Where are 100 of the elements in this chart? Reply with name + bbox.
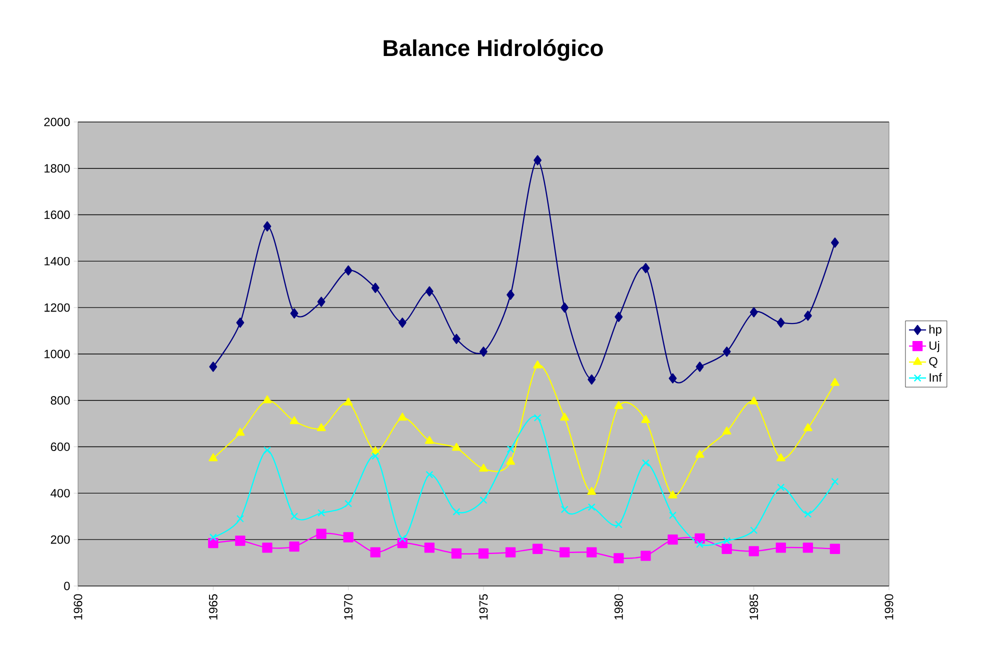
point bbox=[424, 436, 434, 444]
y-tick-label: 0 bbox=[64, 582, 70, 590]
point bbox=[560, 506, 568, 514]
point bbox=[642, 263, 650, 274]
point bbox=[263, 221, 272, 232]
point bbox=[505, 547, 516, 558]
point bbox=[451, 548, 462, 559]
point bbox=[776, 453, 786, 462]
point bbox=[479, 464, 488, 472]
point bbox=[695, 450, 704, 458]
point bbox=[696, 540, 704, 548]
point bbox=[317, 296, 326, 307]
point bbox=[588, 374, 596, 385]
point bbox=[235, 536, 246, 546]
point bbox=[803, 423, 812, 432]
point bbox=[236, 318, 244, 328]
x-tick-label: 1975 bbox=[479, 594, 488, 620]
point bbox=[694, 533, 705, 544]
point bbox=[749, 396, 758, 404]
point bbox=[478, 548, 489, 559]
point bbox=[696, 362, 704, 372]
point bbox=[506, 456, 516, 465]
point bbox=[668, 511, 677, 519]
y-tick-label: 1400 bbox=[44, 256, 70, 266]
point bbox=[318, 509, 326, 517]
point bbox=[370, 446, 380, 454]
x-tick-label: 1960 bbox=[74, 594, 82, 620]
point bbox=[804, 310, 812, 321]
point bbox=[452, 334, 460, 344]
legend-label: Inf bbox=[930, 372, 942, 382]
point bbox=[830, 378, 840, 386]
point bbox=[262, 395, 272, 404]
point bbox=[614, 553, 624, 564]
point bbox=[668, 490, 678, 498]
point bbox=[614, 520, 622, 528]
point bbox=[831, 478, 839, 486]
legend-label: hp bbox=[929, 324, 942, 336]
point bbox=[262, 542, 272, 553]
point bbox=[398, 534, 406, 542]
point bbox=[316, 423, 326, 432]
point bbox=[750, 526, 758, 534]
point bbox=[560, 412, 570, 421]
y-tick-label: 1600 bbox=[44, 210, 70, 220]
point bbox=[398, 318, 406, 328]
point bbox=[426, 470, 434, 478]
point bbox=[830, 238, 839, 248]
x-tick-label: 1985 bbox=[750, 594, 758, 620]
point bbox=[425, 286, 434, 296]
point bbox=[722, 544, 732, 554]
point bbox=[480, 496, 488, 504]
point bbox=[641, 415, 650, 423]
point bbox=[209, 533, 217, 542]
point bbox=[290, 512, 298, 520]
point bbox=[236, 428, 245, 436]
point bbox=[748, 546, 759, 556]
point bbox=[533, 360, 542, 368]
point bbox=[372, 452, 380, 460]
point bbox=[776, 318, 785, 328]
point bbox=[722, 346, 731, 357]
x-tick-label: 1970 bbox=[344, 594, 353, 620]
x-tick-label: 1965 bbox=[208, 594, 218, 620]
point bbox=[208, 538, 218, 548]
point bbox=[370, 547, 380, 558]
point bbox=[723, 536, 731, 545]
point bbox=[398, 412, 407, 421]
point bbox=[480, 346, 488, 357]
point bbox=[534, 155, 542, 166]
point bbox=[802, 542, 813, 553]
point bbox=[289, 541, 300, 552]
x-tick-label: 1980 bbox=[614, 594, 623, 620]
y-tick-label: 800 bbox=[50, 396, 70, 405]
point bbox=[343, 532, 354, 542]
y-tick-label: 1800 bbox=[44, 164, 70, 173]
point bbox=[722, 426, 732, 435]
point bbox=[587, 486, 596, 495]
y-tick-label: 200 bbox=[50, 535, 70, 544]
point bbox=[586, 547, 597, 558]
point bbox=[209, 362, 218, 372]
point bbox=[830, 544, 840, 554]
y-tick-label: 600 bbox=[50, 442, 70, 452]
chart-title: Balance Hidrológico bbox=[384, 39, 603, 61]
point bbox=[344, 500, 352, 508]
point bbox=[263, 446, 272, 454]
point bbox=[344, 265, 352, 276]
point bbox=[344, 398, 353, 406]
y-tick-label: 400 bbox=[50, 488, 70, 498]
point bbox=[316, 528, 326, 539]
point bbox=[424, 542, 435, 553]
point bbox=[588, 503, 596, 511]
point bbox=[290, 416, 299, 424]
point bbox=[560, 547, 570, 558]
point bbox=[236, 514, 244, 522]
point bbox=[290, 308, 298, 318]
legend-label: Q bbox=[929, 357, 938, 368]
point bbox=[208, 453, 218, 462]
point bbox=[506, 290, 515, 300]
point bbox=[614, 401, 624, 410]
point bbox=[750, 307, 758, 318]
point bbox=[668, 534, 678, 545]
y-tick-label: 1000 bbox=[44, 350, 70, 358]
